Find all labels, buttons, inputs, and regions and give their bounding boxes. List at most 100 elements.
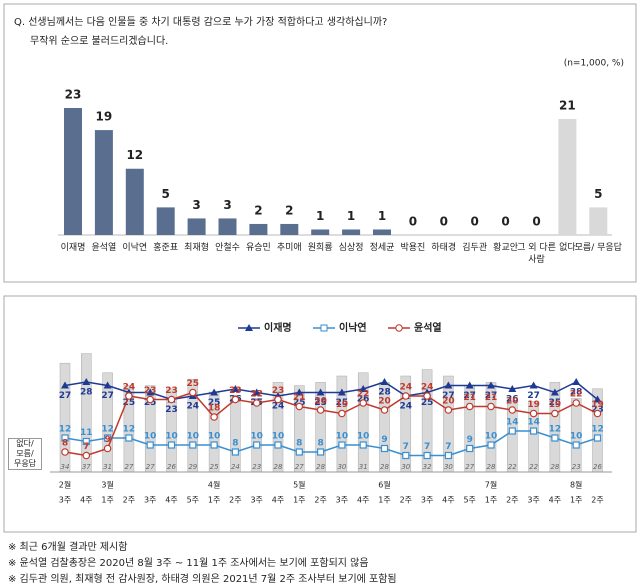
value-label: 28: [570, 388, 583, 398]
point: [231, 448, 239, 456]
value-label: 8: [232, 439, 238, 449]
value-label: 10: [485, 432, 498, 442]
point: [487, 441, 495, 449]
point: [465, 381, 474, 389]
x-tick-label: 1주: [208, 496, 220, 505]
value-label: 19: [336, 400, 349, 410]
bar: [280, 223, 299, 235]
bar-label: 28: [487, 463, 496, 471]
bar: [249, 223, 268, 235]
x-tick-label: 3주: [250, 496, 262, 505]
point: [103, 381, 112, 389]
point: [295, 402, 304, 411]
month-label: 8월: [570, 480, 582, 490]
x-tick-label: 4주: [272, 496, 284, 505]
footnote: ※ 최근 6개월 결과만 제시함: [8, 542, 128, 553]
bar-label: 28: [274, 463, 283, 471]
value-label: 2: [285, 203, 293, 217]
point: [61, 434, 69, 442]
bar: [373, 229, 391, 235]
point: [359, 441, 367, 449]
x-tick-label: 2주: [591, 496, 603, 505]
x-tick-label: 5주: [463, 496, 475, 505]
point: [444, 381, 453, 389]
value-label: 10: [570, 432, 583, 442]
footnote: ※ 윤석열 검찰총장은 2020년 8월 3주 ~ 11월 1주 조사에서는 보…: [8, 558, 369, 569]
x-tick-label: 홍준표: [153, 243, 179, 253]
value-label: 7: [83, 442, 89, 452]
value-label: 10: [250, 432, 263, 442]
point: [593, 395, 602, 403]
legend-marker: [395, 324, 403, 332]
bar-label: 27: [295, 463, 304, 471]
point: [317, 448, 325, 456]
x-tick-label: 황교안: [493, 243, 519, 253]
point: [125, 392, 133, 400]
bar-label: 26: [593, 463, 602, 471]
value-label: 19: [96, 110, 113, 124]
point: [551, 434, 559, 442]
value-label: 10: [144, 432, 157, 442]
bar: [187, 218, 206, 235]
value-label: 1: [316, 209, 324, 223]
x-tick-label: 1주: [485, 496, 497, 505]
bar-label: 27: [124, 463, 133, 471]
x-tick-label: 1주: [101, 496, 113, 505]
month-label: 3월: [101, 480, 113, 490]
value-label: 9: [467, 435, 473, 445]
point: [253, 441, 261, 449]
bar: [156, 207, 175, 235]
point: [61, 381, 69, 389]
bar-label: 34: [61, 463, 70, 471]
point: [402, 451, 410, 460]
value-label: 25: [314, 398, 327, 408]
x-tick-label: 2주: [123, 496, 135, 505]
value-label: 23: [165, 386, 178, 396]
point: [508, 427, 516, 435]
point: [82, 437, 90, 446]
value-label: 9: [104, 435, 110, 445]
x-tick-label: 4주: [357, 496, 369, 505]
point: [189, 441, 197, 449]
value-label: 22: [250, 390, 263, 400]
value-label: 26: [506, 395, 519, 405]
value-label: 10: [272, 432, 285, 442]
point: [210, 388, 219, 396]
value-label: 18: [208, 404, 221, 414]
point: [550, 388, 559, 396]
month-label: 5월: [293, 480, 305, 490]
point: [295, 448, 303, 456]
bottom-panel: [3, 295, 637, 533]
point: [231, 385, 240, 392]
value-label: 23: [65, 88, 82, 102]
value-label: 21: [463, 393, 476, 403]
subtitle: 무작위 순으로 불러드리겠습니다.: [30, 34, 168, 47]
point: [316, 388, 325, 396]
value-label: 5: [162, 187, 170, 201]
x-tick-label: 2주: [314, 496, 326, 505]
question: Q. 선생님께서는 다음 인물들 중 차기 대통령 감으로 누가 가장 적합하다…: [14, 15, 387, 28]
value-label: 10: [336, 432, 349, 442]
value-label: 19: [527, 400, 540, 410]
value-label: 1: [347, 209, 355, 223]
value-label: 25: [336, 398, 349, 408]
point: [146, 441, 154, 449]
bar-label: 25: [210, 463, 219, 471]
x-tick-label: 안철수: [215, 243, 240, 253]
x-tick-label: 4주: [442, 496, 454, 505]
legend-marker: [245, 324, 253, 331]
value-label: 24: [272, 402, 285, 412]
point: [103, 444, 112, 453]
value-label: 22: [357, 390, 370, 400]
value-label: 14: [527, 418, 540, 428]
x-tick-label: 2주: [506, 496, 518, 505]
point: [508, 406, 517, 414]
x-tick-label: 최재형: [184, 243, 210, 253]
point: [423, 451, 431, 460]
x-tick-label: 박용진: [400, 243, 426, 253]
value-label: 23: [144, 386, 157, 396]
point: [593, 409, 602, 418]
value-label: 0: [471, 215, 479, 229]
value-label: 12: [126, 148, 143, 162]
x-tick-label: 없다: [559, 243, 576, 253]
